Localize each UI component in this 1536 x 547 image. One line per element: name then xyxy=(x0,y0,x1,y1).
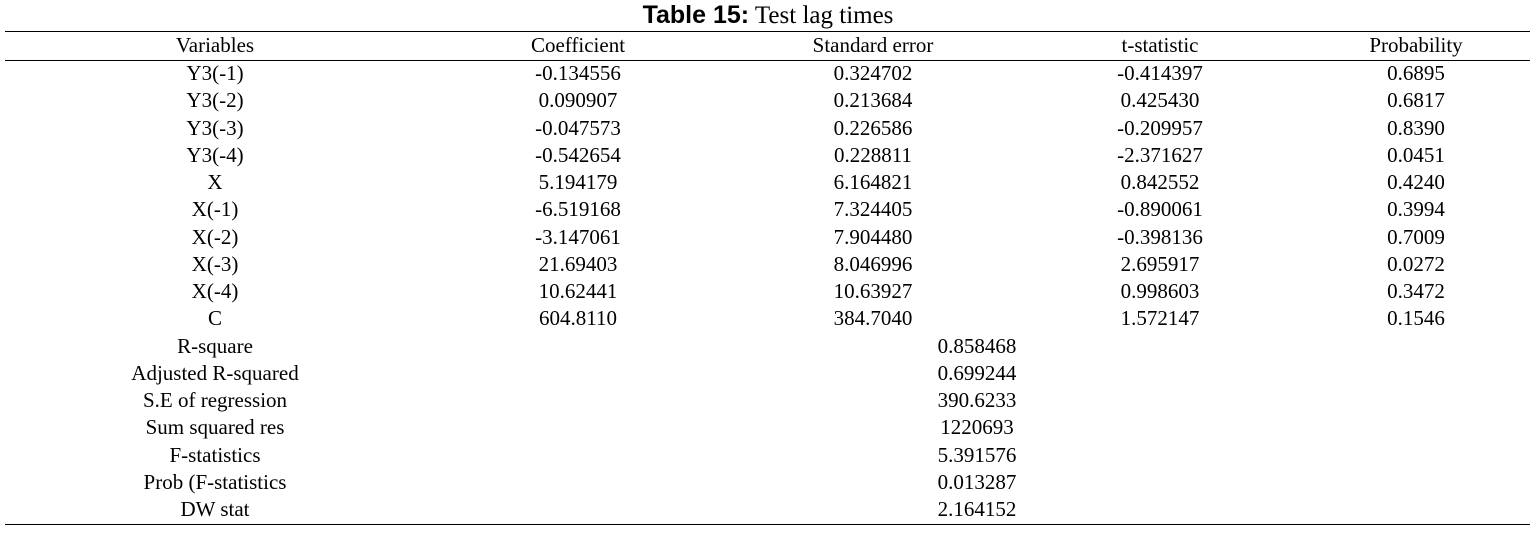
t-statistic-cell: -0.890061 xyxy=(1117,197,1203,222)
variable-cell: Y3(-3) xyxy=(186,115,244,140)
stat-label: Prob (F-statistics xyxy=(143,469,287,494)
variable-cell: X(-3) xyxy=(191,251,239,276)
coefficient-cell: -0.047573 xyxy=(535,115,621,140)
t-statistic-cell: -2.371627 xyxy=(1117,142,1203,167)
stat-label: S.E of regression xyxy=(142,388,288,412)
stat-label: F-statistics xyxy=(169,442,261,467)
t-statistic-cell: 0.425430 xyxy=(1120,88,1200,113)
title-label: Table 15: xyxy=(642,1,750,29)
t-statistic-cell: 0.842552 xyxy=(1120,170,1200,194)
variable-cell: X(-4) xyxy=(191,279,239,303)
coefficient-cell: 5.194179 xyxy=(538,170,618,194)
coefficient-cell: -0.542654 xyxy=(535,142,621,167)
header-cell: Probability xyxy=(1369,33,1463,57)
standard-error-cell: 8.046996 xyxy=(833,251,913,276)
variable-cell: X(-1) xyxy=(191,197,239,222)
stat-label: Sum squared res xyxy=(145,415,285,440)
header-cell: Standard error xyxy=(812,33,934,57)
stat-label: DW stat xyxy=(180,497,250,521)
stat-label: R-square xyxy=(177,333,253,358)
t-statistic-cell: 1.572147 xyxy=(1120,306,1200,331)
probability-cell: 0.6895 xyxy=(1387,61,1445,85)
stat-value: 0.699244 xyxy=(937,360,1017,385)
variable-cell: Y3(-2) xyxy=(186,88,244,113)
header-cell: t-statistic xyxy=(1121,33,1199,57)
probability-cell: 0.0272 xyxy=(1387,251,1445,276)
standard-error-cell: 0.228811 xyxy=(834,142,912,167)
bottom-rule xyxy=(5,524,1530,525)
standard-error-cell: 0.213684 xyxy=(833,88,913,113)
t-statistic-cell: -0.414397 xyxy=(1117,61,1203,85)
stat-value: 2.164152 xyxy=(937,497,1017,521)
standard-error-cell: 7.904480 xyxy=(833,224,913,249)
stat-label: Adjusted R-squared xyxy=(131,360,299,385)
variable-cell: Y3(-4) xyxy=(186,142,244,167)
coefficient-cell: -6.519168 xyxy=(535,197,621,222)
probability-cell: 0.4240 xyxy=(1387,170,1445,194)
coefficient-cell: 604.8110 xyxy=(539,306,617,331)
variable-cell: X(-2) xyxy=(191,224,239,249)
standard-error-cell: 384.7040 xyxy=(833,306,913,331)
probability-cell: 0.6817 xyxy=(1387,88,1445,113)
standard-error-cell: 10.63927 xyxy=(833,279,913,303)
header-cell: Coefficient xyxy=(530,33,626,57)
standard-error-cell: 7.324405 xyxy=(833,197,913,222)
top-rule xyxy=(5,31,1530,32)
stat-value: 0.858468 xyxy=(937,333,1017,358)
variable-cell: C xyxy=(207,306,223,331)
stat-value: 5.391576 xyxy=(937,442,1017,467)
coefficient-cell: 21.69403 xyxy=(538,251,618,276)
stat-value: 390.6233 xyxy=(937,388,1017,412)
stat-value: 0.013287 xyxy=(937,469,1017,494)
probability-cell: 0.0451 xyxy=(1387,142,1445,167)
stat-value: 1220693 xyxy=(940,415,1014,440)
header-rule xyxy=(5,60,1530,61)
t-statistic-cell: 2.695917 xyxy=(1120,251,1200,276)
coefficient-cell: 10.62441 xyxy=(538,279,618,303)
variable-cell: Y3(-1) xyxy=(186,61,244,85)
coefficient-cell: 0.090907 xyxy=(538,88,618,113)
standard-error-cell: 0.324702 xyxy=(833,61,913,85)
probability-cell: 0.1546 xyxy=(1387,306,1445,331)
t-statistic-cell: 0.998603 xyxy=(1120,279,1200,303)
variable-cell: X xyxy=(207,170,223,194)
title-text: Test lag times xyxy=(754,2,894,29)
header-cell: Variables xyxy=(175,33,255,57)
probability-cell: 0.3472 xyxy=(1387,279,1445,303)
coefficient-cell: -0.134556 xyxy=(535,61,621,85)
t-statistic-cell: -0.398136 xyxy=(1117,224,1203,249)
standard-error-cell: 0.226586 xyxy=(833,115,913,140)
standard-error-cell: 6.164821 xyxy=(833,170,913,194)
t-statistic-cell: -0.209957 xyxy=(1117,115,1203,140)
probability-cell: 0.3994 xyxy=(1387,197,1445,222)
coefficient-cell: -3.147061 xyxy=(535,224,621,249)
probability-cell: 0.7009 xyxy=(1387,224,1445,249)
table-title: Table 15: Test lag times xyxy=(0,1,1536,30)
probability-cell: 0.8390 xyxy=(1387,115,1445,140)
